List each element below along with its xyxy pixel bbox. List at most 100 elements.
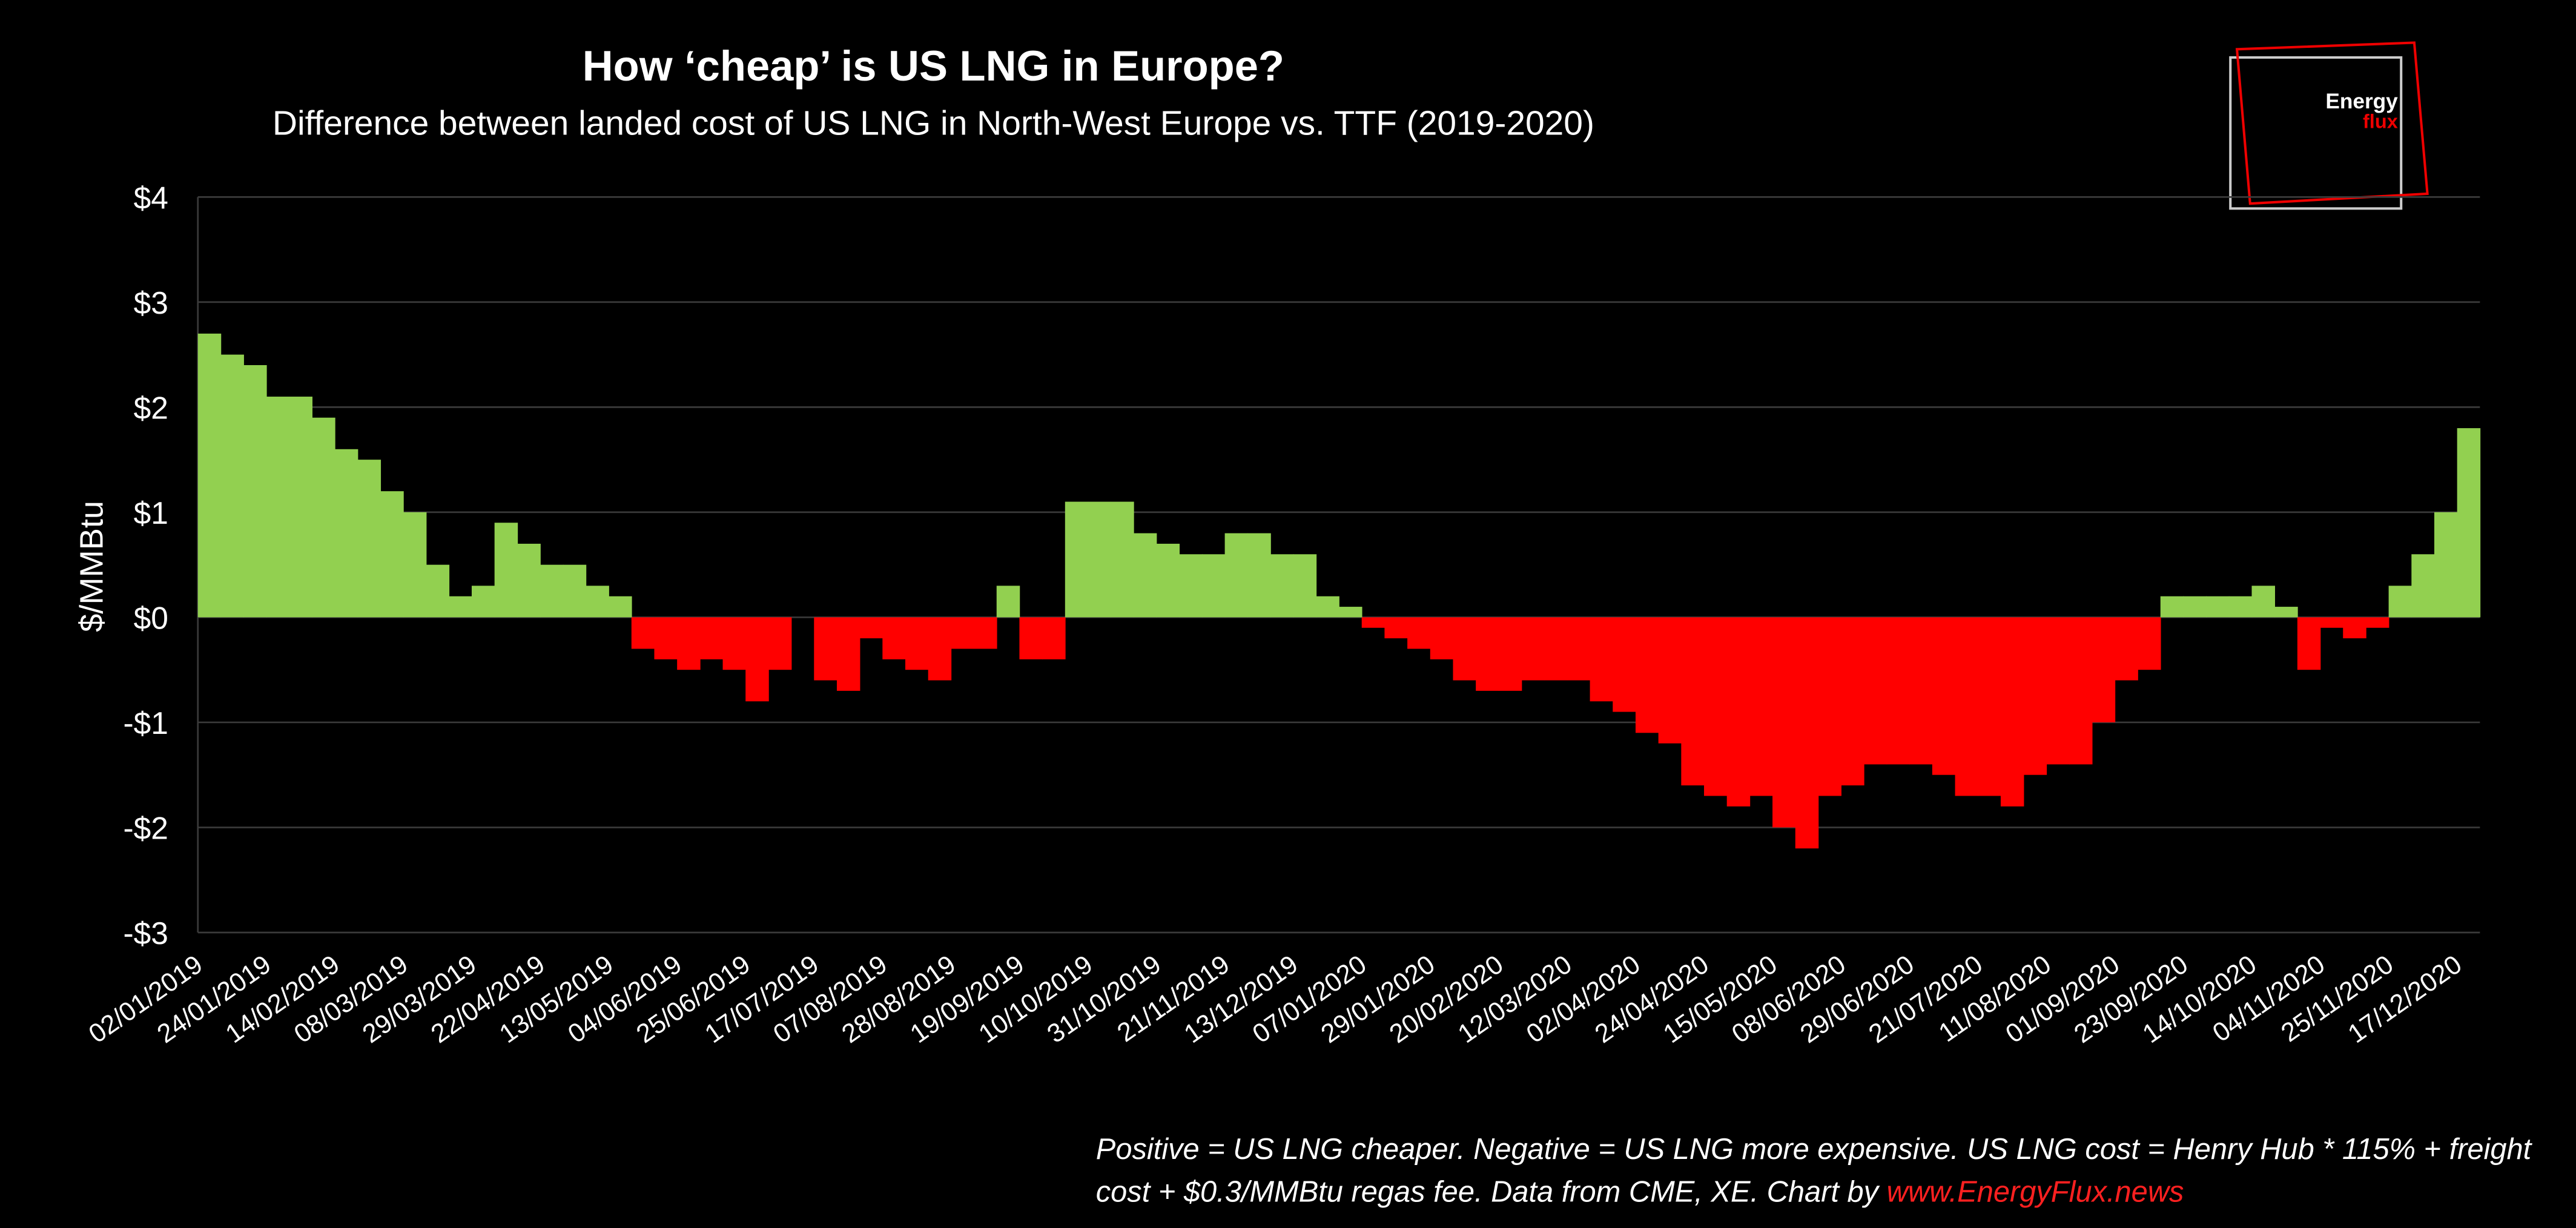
bar — [1726, 617, 1751, 807]
bar — [814, 617, 837, 681]
bar — [1019, 617, 1043, 659]
footnote: Positive = US LNG cheaper. Negative = US… — [1096, 1133, 2533, 1166]
bar — [722, 617, 747, 670]
bar — [631, 617, 655, 649]
bar — [1635, 617, 1659, 733]
bar — [836, 617, 860, 691]
logo-frame — [2229, 56, 2403, 210]
footnote-link: www.EnergyFlux.news — [1887, 1176, 2184, 1209]
bar — [1932, 617, 1956, 775]
bar — [312, 417, 335, 618]
bar — [220, 354, 244, 618]
bar — [2046, 617, 2070, 765]
bar — [1224, 533, 1249, 618]
bar — [1795, 617, 1819, 849]
y-tick-label: $0 — [134, 600, 168, 635]
bar — [1681, 617, 1705, 786]
bar — [2365, 617, 2389, 628]
bar — [1476, 617, 1499, 691]
chart-subtitle: Difference between landed cost of US LNG… — [272, 104, 1594, 142]
bar — [1430, 617, 1454, 659]
bar — [1361, 617, 1385, 628]
bar — [1111, 501, 1134, 618]
bar — [2160, 596, 2184, 618]
bar — [2274, 607, 2298, 618]
bar — [2251, 586, 2275, 618]
logo-text: flux — [2363, 110, 2398, 132]
bar — [1270, 554, 1294, 618]
bar — [1065, 501, 1089, 618]
bar — [426, 564, 450, 618]
bar — [1453, 617, 1476, 681]
bar — [2297, 617, 2321, 670]
bar — [2343, 617, 2366, 639]
bar — [1521, 617, 1545, 681]
bar — [2206, 596, 2230, 618]
bar — [2138, 617, 2161, 670]
bar — [2183, 596, 2207, 618]
bar — [1316, 596, 1339, 618]
bar — [905, 617, 929, 670]
bar — [609, 596, 632, 618]
bar — [2388, 586, 2413, 618]
bar — [540, 564, 564, 618]
y-tick-label: -$1 — [124, 705, 168, 741]
bar — [1293, 554, 1317, 618]
y-tick-label: $1 — [134, 495, 168, 530]
bar — [449, 596, 472, 618]
bar — [996, 586, 1020, 618]
bar — [882, 617, 906, 659]
bar — [1042, 617, 1066, 659]
bar — [334, 449, 358, 618]
bar — [1772, 617, 1796, 828]
bar — [289, 397, 312, 618]
bar — [2434, 512, 2458, 618]
bar — [1201, 554, 1226, 618]
bar — [1863, 617, 1887, 765]
bar — [2115, 617, 2138, 681]
bar — [2320, 617, 2344, 628]
logo-frame-red — [2235, 41, 2429, 205]
logo: Energy flux — [2229, 41, 2429, 210]
bar — [1498, 617, 1522, 691]
logo-text: Energy — [2325, 90, 2398, 113]
bar — [1704, 617, 1728, 796]
bar — [928, 617, 952, 681]
bar — [403, 512, 427, 618]
y-tick-label: $3 — [134, 285, 168, 320]
bar — [1567, 617, 1591, 681]
bar — [1613, 617, 1636, 712]
bar — [1955, 617, 1979, 796]
bar — [243, 365, 267, 618]
chart-title: How ‘cheap’ is US LNG in Europe? — [583, 42, 1284, 90]
bar — [1339, 607, 1362, 618]
bar — [859, 617, 883, 639]
bar — [677, 617, 701, 670]
bar — [1909, 617, 1933, 765]
bar — [654, 617, 678, 659]
bar — [266, 397, 290, 618]
footnote: cost + $0.3/MMBtu regas fee. Data from C… — [1096, 1176, 2184, 1209]
bar — [563, 564, 587, 618]
y-tick-label: $2 — [134, 390, 168, 425]
bar — [974, 617, 997, 649]
bar — [586, 586, 609, 618]
y-axis-label: $/MMBtu — [73, 501, 110, 632]
bar — [1407, 617, 1431, 649]
bar — [1088, 501, 1112, 618]
bar — [2000, 617, 2024, 807]
bar — [2228, 596, 2253, 618]
bar — [517, 543, 541, 618]
bar — [471, 586, 495, 618]
bar — [699, 617, 724, 659]
footnote-text: cost + $0.3/MMBtu regas fee. Data from C… — [1096, 1176, 1887, 1209]
bar — [494, 523, 518, 618]
bar — [1886, 617, 1911, 765]
bar — [2069, 617, 2093, 765]
bar — [1658, 617, 1682, 744]
bar — [2411, 554, 2435, 618]
y-tick-label: -$2 — [124, 810, 168, 845]
bar — [745, 617, 769, 702]
bar — [1978, 617, 2001, 796]
